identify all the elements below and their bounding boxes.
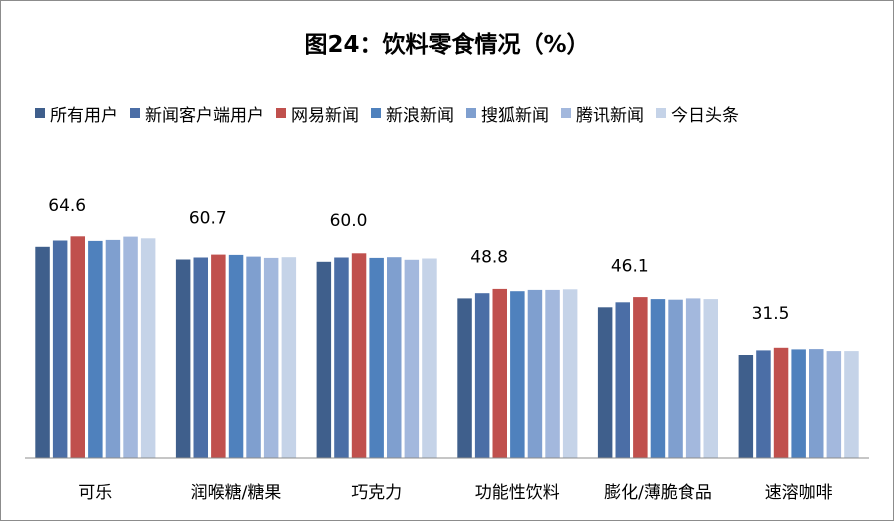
bar [175, 259, 191, 458]
x-tick-label: 速溶咖啡 [765, 483, 833, 503]
bar [281, 257, 297, 458]
bar [633, 297, 648, 458]
bar [844, 351, 859, 458]
legend-item: 网易新闻 [276, 101, 359, 126]
bar [809, 349, 824, 458]
legend-item: 新浪新闻 [371, 101, 454, 126]
bar [527, 289, 543, 458]
data-label: 60.7 [189, 209, 227, 229]
legend-swatch [276, 108, 286, 118]
bar [316, 261, 332, 458]
bar [474, 293, 490, 458]
legend-label: 网易新闻 [291, 105, 359, 126]
bar [703, 299, 718, 458]
bar [246, 256, 261, 458]
x-tick-label: 膨化/薄脆食品 [604, 483, 712, 503]
bar [70, 236, 85, 458]
legend-label: 搜狐新闻 [481, 105, 549, 126]
legend-label: 新浪新闻 [386, 105, 454, 126]
bar [193, 257, 208, 458]
bar [387, 257, 402, 458]
bar [457, 298, 472, 458]
bar [334, 257, 349, 458]
legend-swatch [130, 108, 140, 118]
x-tick-label: 功能性饮料 [475, 483, 560, 503]
bar [369, 257, 384, 458]
bar [105, 239, 121, 458]
bar [650, 299, 666, 458]
x-tick-label: 可乐 [78, 483, 112, 503]
legend-swatch [561, 108, 571, 118]
legend-label: 所有用户 [50, 105, 118, 126]
bar [123, 236, 138, 458]
legend-swatch [656, 108, 666, 118]
data-label: 46.1 [611, 256, 649, 276]
chart-title: 图24：饮料零食情况（%） [304, 32, 590, 58]
bar [211, 254, 226, 458]
bar [422, 258, 437, 458]
bar [52, 240, 68, 458]
bar [88, 240, 103, 458]
bar [738, 355, 754, 458]
data-label: 31.5 [752, 304, 790, 324]
bar [492, 288, 507, 458]
legend: 所有用户 新闻客户端用户 网易新闻 新浪新闻 搜狐新闻 腾讯新闻 今日头条 [35, 100, 739, 126]
legend-item: 腾讯新闻 [561, 101, 644, 126]
bar [597, 307, 613, 458]
x-tick-label: 润喉糖/糖果 [191, 483, 282, 503]
bar [545, 289, 560, 458]
legend-label: 今日头条 [671, 105, 739, 126]
bar [562, 289, 578, 458]
bar [685, 298, 701, 458]
data-label: 64.6 [48, 196, 86, 216]
bar [510, 291, 525, 458]
bar [773, 347, 789, 458]
legend-label: 腾讯新闻 [576, 105, 644, 126]
legend-label: 新闻客户端用户 [145, 105, 264, 126]
legend-swatch [466, 108, 476, 118]
bar [756, 350, 771, 458]
bar [791, 349, 806, 458]
legend-swatch [371, 108, 381, 118]
bar [351, 253, 367, 458]
legend-item: 今日头条 [656, 101, 739, 126]
bar [140, 238, 156, 458]
bar [35, 246, 50, 458]
data-label: 60.0 [330, 211, 368, 231]
bar [826, 351, 842, 458]
bar [404, 259, 420, 458]
bar [668, 299, 683, 458]
data-label: 48.8 [470, 247, 508, 267]
bar [615, 302, 630, 458]
x-tick-label: 巧克力 [351, 483, 402, 503]
legend-item: 新闻客户端用户 [130, 101, 264, 126]
legend-swatch [35, 108, 45, 118]
bar [228, 254, 244, 458]
bar [263, 257, 279, 458]
legend-item: 搜狐新闻 [466, 101, 549, 126]
legend-item: 所有用户 [35, 101, 118, 126]
